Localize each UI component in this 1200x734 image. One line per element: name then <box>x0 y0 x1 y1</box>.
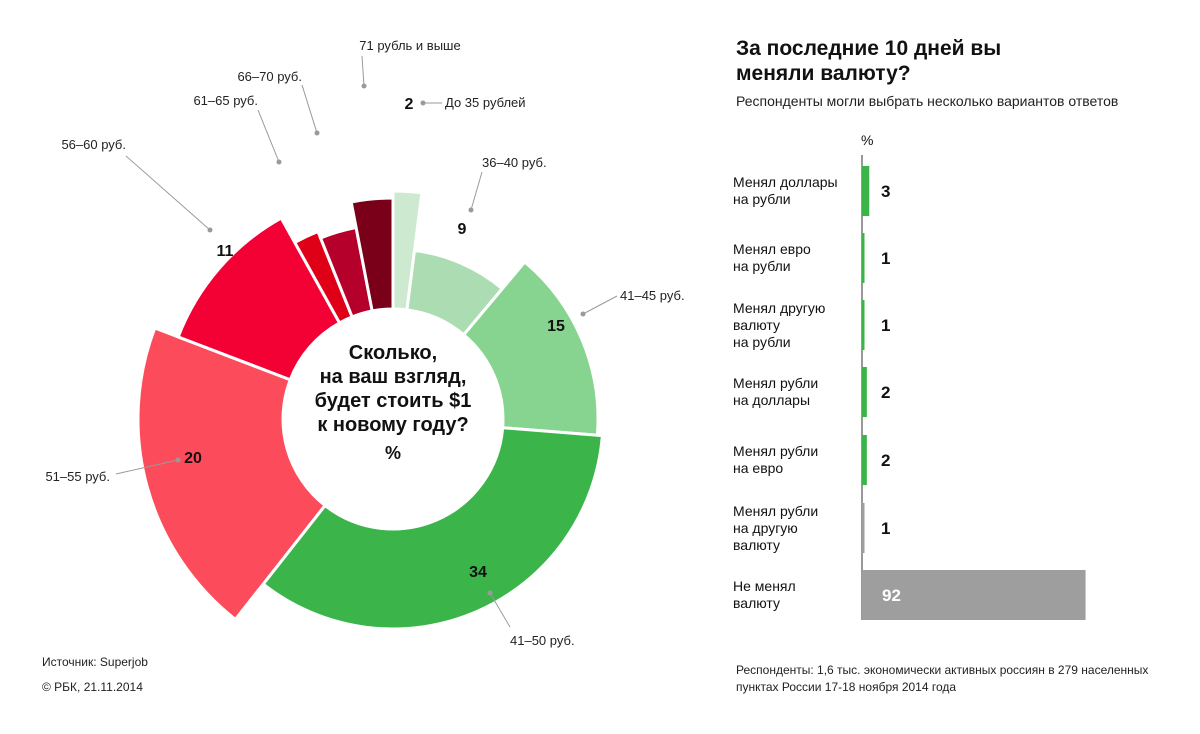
bar-chart: 3 1 1 2 2 1 92 <box>861 155 1086 620</box>
pie-slice <box>461 259 600 437</box>
slice-value-label: 2 <box>405 96 414 113</box>
respondents-note: Респонденты: 1,6 тыс. экономически актив… <box>736 663 1149 694</box>
pie-slice <box>176 215 342 382</box>
slice-label: 41–50 руб. <box>510 633 575 648</box>
slice-label: 61–65 руб. <box>193 93 258 108</box>
leader-dot <box>207 227 213 233</box>
pie-slice <box>261 426 604 631</box>
slice-value-label: 3 <box>363 107 372 124</box>
leader-line <box>470 171 483 211</box>
bar <box>862 570 1086 620</box>
bar <box>862 503 865 553</box>
bar-category-label: Менял рубли на евро <box>733 443 819 476</box>
center-title-line: будет стоить $1 <box>315 390 472 412</box>
leader-dot <box>314 130 320 136</box>
center-unit: % <box>385 443 401 463</box>
leader-dot <box>276 159 282 165</box>
leader-dot <box>580 311 586 317</box>
slice-label: 51–55 руб. <box>45 469 110 484</box>
leader-line <box>489 592 511 628</box>
bar-value-label: 3 <box>881 182 890 201</box>
bar-value-label: 1 <box>881 316 890 335</box>
slice-value-label: 3 <box>317 140 326 157</box>
slice-label: 56–60 руб. <box>61 137 126 152</box>
center-title-line: к новому году? <box>317 414 468 436</box>
bar-unit-label: % <box>861 132 874 148</box>
slice-value-label: 20 <box>184 450 202 467</box>
slice-value-label: 11 <box>217 243 234 260</box>
pie-slice <box>136 326 328 622</box>
slice-value-label: 34 <box>469 564 487 581</box>
ring-chart: До 35 рублей 36–40 руб. 41–45 руб. 41–50 ру… <box>45 38 685 648</box>
bar <box>862 367 867 417</box>
bar-category-label: Менял рубли на доллары <box>733 375 819 408</box>
leader-line <box>361 55 365 87</box>
bar-value-label: 2 <box>881 383 890 402</box>
leader-line <box>125 155 211 231</box>
bar <box>862 435 867 485</box>
bar-category-label: Менял рубли на другую валюту <box>733 502 819 553</box>
bar-value-label: 1 <box>881 519 890 538</box>
bar <box>862 300 865 350</box>
copyright-note: © РБК, 21.11.2014 <box>42 680 143 694</box>
slice-value-label: 9 <box>458 221 467 238</box>
source-note: Источник: Superjob <box>42 655 148 669</box>
bar-value-label: 1 <box>881 249 890 268</box>
slice-label: 41–45 руб. <box>620 288 685 303</box>
leader-dot <box>487 590 493 596</box>
bar-value-label: 92 <box>882 586 901 605</box>
leader-dot <box>361 83 367 89</box>
bar <box>862 233 865 283</box>
bar-category-label: Менял другую валюту на рубли <box>733 299 826 350</box>
bar-chart-subtitle: Респонденты могли выбрать несколько вари… <box>736 93 1119 109</box>
leader-dot <box>468 207 474 213</box>
leader-dot <box>175 457 181 463</box>
bar <box>862 166 870 216</box>
leader-line <box>301 84 318 134</box>
center-title-line: Сколько, <box>349 342 437 364</box>
bar-category-label: Менял евро на рубли <box>733 241 811 274</box>
leader-line <box>257 109 280 163</box>
bar-chart-title: За последние 10 дней вы меняли валюту? <box>736 37 1002 85</box>
pie-slice <box>349 196 395 313</box>
leader-line <box>582 295 618 315</box>
slice-value-label: 15 <box>547 318 565 335</box>
slice-label: 36–40 руб. <box>482 155 547 170</box>
slice-label: До 35 рублей <box>445 95 526 110</box>
slice-value-label: 2 <box>279 162 288 179</box>
bar-category-label: Менял доллары на рубли <box>733 174 838 207</box>
center-title-line: на ваш взгляд, <box>320 366 467 388</box>
slice-label: 71 рубль и выше <box>359 38 460 53</box>
bar-category-label: Не менял валюту <box>733 578 796 611</box>
leader-line <box>115 459 179 475</box>
slice-label: 66–70 руб. <box>237 69 302 84</box>
bar-value-label: 2 <box>881 451 890 470</box>
leader-dot <box>420 100 426 106</box>
